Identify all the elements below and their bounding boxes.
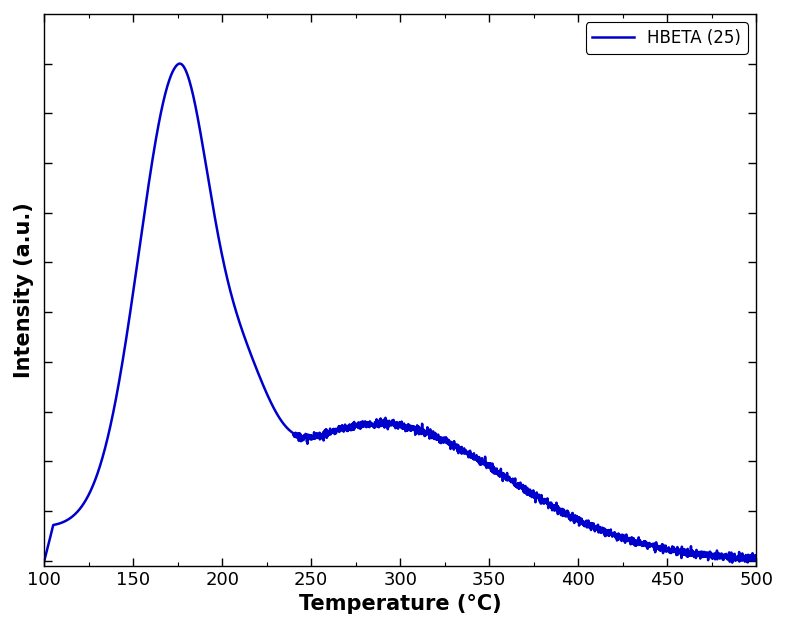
Legend: HBETA (25): HBETA (25) [586, 22, 748, 53]
HBETA (25) [175, 60, 184, 67]
HBETA (25) [164, 79, 173, 87]
HBETA (25) [664, 544, 674, 551]
Line: HBETA (25): HBETA (25) [44, 63, 759, 563]
HBETA (25) [314, 432, 323, 440]
HBETA (25) [39, 557, 49, 565]
HBETA (25) [755, 554, 764, 561]
HBETA (25) [121, 337, 131, 344]
HBETA (25) [741, 553, 751, 561]
HBETA (25) [345, 421, 355, 428]
Y-axis label: Intensity (a.u.): Intensity (a.u.) [14, 202, 34, 377]
HBETA (25) [727, 559, 737, 566]
X-axis label: Temperature (°C): Temperature (°C) [299, 594, 501, 614]
